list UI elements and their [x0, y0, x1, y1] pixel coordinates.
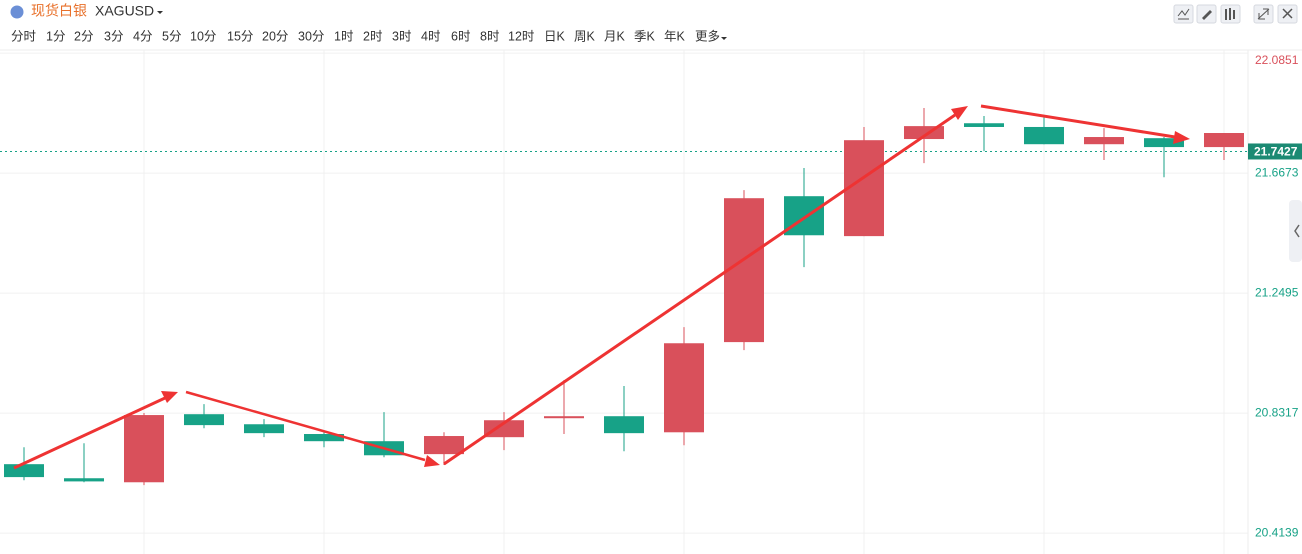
candle-body — [1144, 138, 1184, 148]
period-tab[interactable]: 季K — [634, 29, 656, 43]
y-tick-label: 22.0851 — [1255, 53, 1299, 67]
tool-button[interactable] — [1173, 4, 1194, 24]
last-price-label: 21.7427 — [1254, 145, 1298, 159]
candle-body — [1204, 133, 1244, 148]
candle-body — [424, 436, 464, 455]
candle-body — [304, 434, 344, 442]
candle-body — [604, 416, 644, 434]
candle-body — [1024, 126, 1064, 145]
arrowhead — [1173, 131, 1190, 144]
last-price-box — [1248, 143, 1302, 160]
y-tick-label: 20.4139 — [1255, 525, 1299, 539]
candles — [4, 108, 1244, 486]
period-tab[interactable]: 日K — [544, 29, 566, 43]
icon — [1177, 8, 1190, 20]
period-tab[interactable]: 20分 — [262, 29, 288, 43]
period-tab[interactable]: 分时 — [11, 29, 37, 43]
period-tab[interactable]: 4时 — [421, 29, 441, 43]
period-tab[interactable]: 3分 — [104, 29, 123, 43]
toolbar-icons — [1173, 4, 1298, 24]
candle-body — [844, 140, 884, 237]
tab-chevron — [1294, 224, 1300, 238]
instrument-title[interactable]: 现货白银 — [31, 3, 87, 19]
arrow — [13, 396, 166, 470]
y-tick-label: 21.2495 — [1255, 285, 1299, 299]
period-tab[interactable]: 年K — [664, 29, 686, 43]
annotations — [13, 104, 1190, 470]
period-tab[interactable]: 6时 — [451, 29, 471, 43]
dropdown-caret[interactable] — [157, 11, 163, 14]
period-tab[interactable]: 月K — [604, 29, 626, 43]
period-tab[interactable]: 8时 — [480, 29, 500, 43]
period-tab[interactable]: 1分 — [46, 29, 65, 43]
candle-body — [724, 198, 764, 343]
candle-body — [64, 478, 104, 482]
arrowhead — [424, 455, 440, 467]
period-tab[interactable]: 5分 — [162, 29, 181, 43]
arrow — [185, 390, 426, 462]
arrow — [980, 104, 1176, 139]
icon — [1202, 10, 1212, 20]
period-tab[interactable]: 2时 — [363, 29, 383, 43]
period-tab[interactable]: 15分 — [227, 29, 253, 43]
period-tab[interactable]: 12时 — [508, 29, 535, 43]
period-tab[interactable]: 3时 — [392, 29, 412, 43]
icon — [1257, 8, 1270, 20]
y-tick-label: 21.6673 — [1255, 165, 1299, 179]
candle-body — [184, 414, 224, 426]
more-caret — [721, 37, 727, 40]
period-tab[interactable]: 2分 — [74, 29, 93, 43]
period-tab[interactable]: 更多 — [695, 29, 720, 43]
candle-body — [124, 415, 164, 483]
icon — [1282, 8, 1293, 19]
candle-body — [664, 343, 704, 433]
candle-body — [484, 420, 524, 438]
candle-body — [4, 464, 44, 478]
period-tab[interactable]: 10分 — [190, 29, 216, 43]
y-tick-label: 20.8317 — [1255, 405, 1299, 419]
candle-body — [1084, 137, 1124, 145]
candle-body — [964, 123, 1004, 127]
arrowhead — [951, 106, 968, 120]
period-tab[interactable]: 30分 — [298, 29, 324, 43]
period-tab[interactable]: 1时 — [334, 29, 354, 43]
arrow — [443, 113, 956, 466]
candle-body — [544, 416, 584, 419]
instrument-symbol[interactable]: XAGUSD — [95, 3, 154, 19]
arrowhead — [161, 391, 178, 403]
period-tab[interactable]: 周K — [574, 29, 596, 43]
period-tab[interactable]: 4分 — [133, 29, 152, 43]
symbol-icon — [10, 5, 24, 19]
icon — [1225, 8, 1235, 20]
price-axis: 22.0851 21.6673 21.2495 20.8317 20.4139 21.74… — [1248, 53, 1302, 539]
candle-body — [244, 424, 284, 434]
